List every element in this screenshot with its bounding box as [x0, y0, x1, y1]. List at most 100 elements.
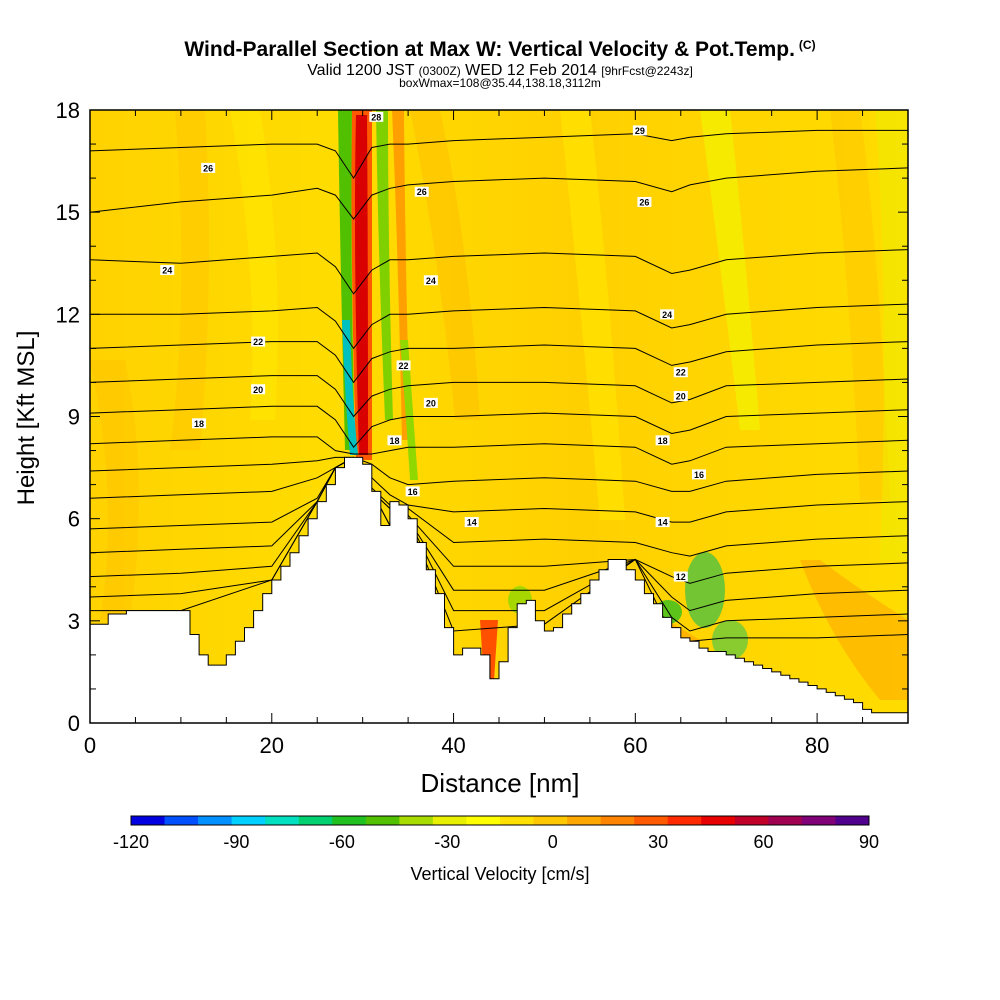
theta-label-text: 18 — [194, 419, 204, 429]
theta-label: 28 — [369, 111, 384, 122]
colorbar-tick-label: -30 — [434, 832, 460, 852]
theta-contour-3 — [90, 303, 908, 350]
theta-label: 16 — [691, 469, 706, 480]
theta-label-bg — [387, 435, 402, 446]
theta-contour-6 — [90, 405, 908, 449]
velocity-streak — [875, 110, 908, 560]
colorbar-label: Vertical Velocity [cm/s] — [410, 864, 589, 884]
velocity-streak — [230, 110, 278, 420]
colorbar-swatch — [332, 816, 367, 825]
downdraft-core — [342, 320, 358, 455]
x-tick-label: 40 — [441, 733, 465, 758]
theta-label-bg — [251, 384, 266, 395]
theta-label-text: 14 — [467, 518, 477, 528]
theta-label-text: 16 — [408, 487, 418, 497]
theta-label-text: 18 — [389, 436, 399, 446]
box-info: boxWmax=108@35.44,138.18,3112m — [399, 76, 601, 90]
theta-label: 20 — [423, 397, 438, 408]
y-tick-label: 9 — [68, 405, 80, 430]
theta-label-text: 12 — [676, 572, 686, 582]
theta-label-bg — [632, 125, 647, 136]
theta-label: 22 — [396, 360, 411, 371]
velocity-streak — [90, 360, 139, 620]
theta-label: 24 — [660, 309, 675, 320]
y-tick-label: 6 — [68, 507, 80, 532]
theta-label-bg — [655, 517, 670, 528]
colorbar-tick-label: 90 — [859, 832, 879, 852]
colorbar-swatch — [164, 816, 199, 825]
x-tick-label: 80 — [805, 733, 829, 758]
colorbar-frame — [130, 815, 870, 826]
colorbar-tick-label: -90 — [223, 832, 249, 852]
colorbar-swatch — [298, 816, 333, 825]
theta-label-text: 20 — [253, 385, 263, 395]
theta-label: 24 — [160, 265, 175, 276]
theta-label: 12 — [673, 571, 688, 582]
axes: 0 20 40 60 80 0 3 6 9 12 15 18 — [56, 98, 908, 758]
colorbar-tick-label: 60 — [754, 832, 774, 852]
y-tick-label: 3 — [68, 609, 80, 634]
colorbar: -120 -90 -60 -30 0 30 60 90 — [113, 815, 879, 852]
theta-labels: 28 29 26 26 26 24 24 24 22 22 22 20 20 20 18 18 18 16 16 14… — [160, 111, 706, 582]
theta-label-text: 22 — [399, 361, 409, 371]
theta-label-text: 24 — [662, 310, 672, 320]
colorbar-swatch — [231, 816, 266, 825]
colorbar-swatch — [500, 816, 534, 825]
colorbar-swatch — [768, 816, 803, 825]
theta-label-text: 20 — [676, 392, 686, 402]
velocity-streak — [800, 560, 908, 700]
theta-label-text: 26 — [417, 187, 427, 197]
downdraft-band — [400, 340, 418, 480]
colorbar-swatch — [432, 816, 467, 825]
x-axis-label: Distance [nm] — [421, 768, 580, 798]
terrain — [90, 456, 908, 723]
colorbar-tick-label: -60 — [329, 832, 355, 852]
theta-label: 22 — [673, 367, 688, 378]
theta-label-bg — [673, 571, 688, 582]
colorbar-swatch — [198, 816, 232, 825]
title-mark: (C) — [798, 38, 816, 52]
theta-label-bg — [396, 360, 411, 371]
theta-label-text: 22 — [253, 337, 263, 347]
downdraft-band — [712, 620, 748, 660]
theta-label-bg — [660, 309, 675, 320]
theta-contour-8 — [90, 456, 908, 492]
theta-contour-4 — [90, 341, 908, 384]
theta-label: 16 — [405, 486, 420, 497]
chart-title-text: Wind-Parallel Section at Max W: Vertical… — [184, 38, 795, 61]
valid-zulu: (0300Z) — [418, 64, 461, 78]
y-axis-label: Height [Kft MSL] — [13, 331, 40, 506]
colorbar-swatch — [131, 816, 165, 825]
theta-contour-1 — [90, 167, 908, 220]
valid-prefix: Valid 1200 JST — [307, 62, 415, 79]
colorbar-swatch — [567, 816, 601, 825]
theta-label-bg — [405, 486, 420, 497]
theta-label: 26 — [414, 186, 429, 197]
velocity-field-background — [90, 110, 908, 723]
downdraft-band — [685, 552, 725, 628]
colorbar-swatch — [265, 816, 300, 825]
colorbar-tick-label: 30 — [648, 832, 668, 852]
theta-label-bg — [251, 336, 266, 347]
theta-label-bg — [655, 435, 670, 446]
colorbar-swatch — [365, 816, 400, 825]
chart-title: Wind-Parallel Section at Max W: Vertical… — [0, 38, 1000, 62]
colorbar-swatch — [734, 816, 769, 825]
theta-contour-2 — [90, 249, 908, 295]
colorbar-swatch — [399, 816, 434, 825]
velocity-streak — [560, 110, 625, 520]
theta-label: 20 — [251, 384, 266, 395]
theta-contour-5 — [90, 375, 908, 418]
theta-label-bg — [423, 397, 438, 408]
colorbar-swatch — [466, 816, 501, 825]
y-tick-label: 12 — [56, 302, 80, 327]
theta-label: 18 — [387, 435, 402, 446]
theta-label-bg — [673, 391, 688, 402]
theta-label-text: 24 — [426, 276, 436, 286]
theta-label: 18 — [192, 418, 207, 429]
theta-label-text: 16 — [694, 470, 704, 480]
colorbar-swatch — [701, 816, 736, 825]
theta-label: 14 — [655, 517, 670, 528]
theta-label-bg — [414, 186, 429, 197]
theta-label-bg — [423, 275, 438, 286]
